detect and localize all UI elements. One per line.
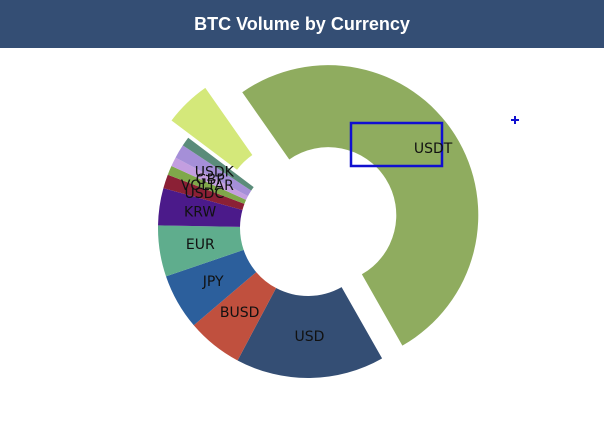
slice bbox=[163, 174, 245, 210]
slice bbox=[242, 65, 479, 346]
slice-label: KRW bbox=[184, 204, 216, 220]
slice-label: JPY bbox=[202, 274, 224, 290]
slice-label: USD bbox=[295, 329, 325, 345]
selection-box bbox=[349, 121, 444, 168]
slice-label: USDK bbox=[195, 164, 235, 180]
slice-label: USDC bbox=[185, 186, 225, 202]
chart-title: BTC Volume by Currency bbox=[0, 0, 604, 48]
slice bbox=[167, 166, 247, 204]
slice bbox=[158, 188, 243, 227]
slice bbox=[158, 225, 244, 277]
slice-label: VOLTAR bbox=[181, 178, 234, 194]
slice-label: GBP bbox=[196, 172, 225, 188]
slice bbox=[171, 157, 248, 200]
cursor bbox=[511, 116, 519, 124]
slice bbox=[166, 249, 257, 326]
slice bbox=[237, 287, 383, 379]
slice-label: EUR bbox=[186, 237, 215, 253]
slice-label: BUSD bbox=[220, 305, 260, 321]
slice-label: USDT bbox=[414, 141, 453, 157]
slice bbox=[171, 87, 253, 170]
slice bbox=[182, 137, 254, 191]
slice bbox=[175, 145, 252, 197]
slice bbox=[193, 272, 277, 361]
